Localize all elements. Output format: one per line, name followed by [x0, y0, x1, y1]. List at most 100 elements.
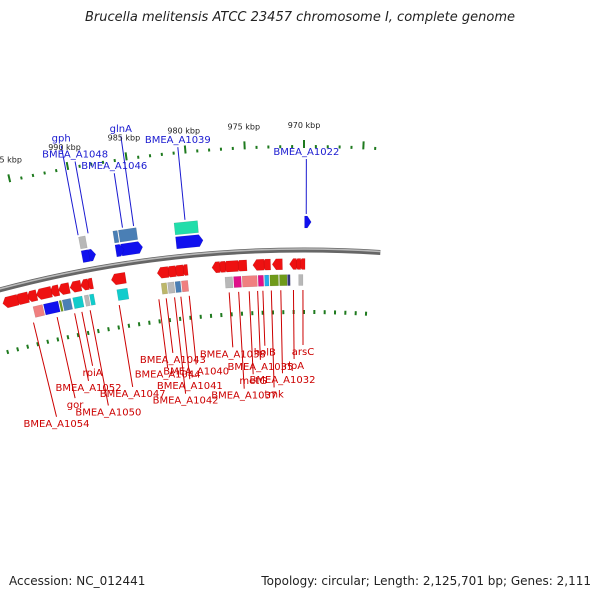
gene-label: BMEA_A1041: [157, 381, 223, 392]
kbp-tick: [20, 176, 23, 180]
gene-label: rlpA: [284, 361, 304, 372]
reverse-gene-block: [233, 275, 242, 288]
callout-line: [248, 291, 254, 375]
callout-line: [113, 173, 123, 228]
reverse-gene-block: [2, 294, 20, 309]
reverse-gene-block: [264, 274, 270, 287]
gene-label: BMEA_A1037: [211, 391, 277, 402]
inner-tick: [66, 335, 70, 340]
callout-line: [56, 316, 76, 399]
callout-line: [118, 304, 134, 388]
inner-tick: [107, 327, 110, 332]
gene-label: metG: [239, 376, 267, 387]
gene-label: BMEA_A1032: [250, 375, 316, 386]
kbp-label: 975 kbp: [227, 122, 260, 131]
inner-tick: [137, 322, 141, 327]
gene-label: BMEA_A1046: [81, 161, 147, 172]
forward-gene-block: [304, 215, 312, 229]
kbp-tick: [31, 173, 35, 178]
gene-label: BMEA_A1050: [75, 408, 141, 419]
callout-line: [270, 290, 275, 388]
gene-label: arsC: [292, 347, 314, 358]
gene-label: BMEA_A1022: [273, 147, 339, 158]
backbone-arc: [0, 247, 381, 293]
reverse-gene-block: [110, 271, 127, 286]
callout-line: [238, 291, 245, 389]
gene-label: BMEA_A1039: [145, 135, 211, 146]
gene-label: BMEA_A1052: [56, 383, 122, 394]
callout-line: [74, 313, 90, 382]
forward-gene-block: [112, 230, 120, 244]
forward-gene-block: [78, 235, 88, 250]
reverse-gene-block: [61, 298, 73, 312]
kbp-labels: 970 kbp 975 kbp 980 kbp 985 kbp 990 kbp 995 k…: [0, 121, 320, 165]
callout-line: [60, 145, 79, 236]
reverse-gene-block: [287, 274, 291, 286]
kbp-label: 980 kbp: [167, 127, 200, 136]
kbp-tick: [43, 171, 46, 175]
reverse-gene-block: [241, 275, 258, 288]
callout-line: [81, 311, 94, 366]
reverse-gene-block: [58, 300, 64, 312]
reverse-gene-block: [49, 284, 61, 297]
gene-label: rpiA: [83, 368, 103, 379]
reverse-gene-block: [72, 295, 85, 309]
callout-line: [158, 299, 169, 368]
callout-line: [74, 161, 89, 234]
forward-gene-block: [114, 244, 125, 258]
inner-tick: [158, 319, 161, 324]
inner-tick: [26, 344, 30, 349]
inner-tick: [36, 341, 40, 347]
inner-tick: [76, 332, 80, 338]
inner-tick: [127, 323, 131, 328]
reverse-gene-block: [83, 294, 91, 307]
kbp-label: 970 kbp: [288, 121, 321, 130]
reverse-gene-block: [279, 274, 288, 287]
gene-label: BMEA_A1038: [200, 349, 266, 360]
gene-label: BMEA_A1047: [100, 389, 166, 400]
inner-tick: [96, 328, 100, 334]
inner-tick: [117, 325, 121, 330]
forward-gene-block: [173, 220, 199, 236]
reverse-gene-block: [26, 289, 39, 303]
reverse-gene-block: [289, 258, 297, 270]
callout-line: [165, 298, 174, 354]
inner-tick: [16, 347, 20, 352]
gene-label: BMEA_A1040: [163, 366, 229, 377]
gene-label: BMEA_A1035: [227, 362, 293, 373]
accession-label: Accession: NC_012441: [9, 574, 146, 588]
reverse-gene-block: [58, 282, 71, 296]
callout-line: [228, 292, 234, 348]
kbp-tick-marks: [6, 140, 377, 355]
callout-line: [33, 322, 57, 417]
reverse-gene-block: [271, 258, 283, 271]
reverse-gene-block: [224, 276, 234, 289]
gene-label: gph: [52, 134, 71, 145]
reverse-gene-block: [211, 261, 221, 274]
kbp-tick: [54, 168, 58, 173]
reverse-gene-block: [89, 293, 96, 306]
gene-label: BMEA_A1048: [42, 149, 108, 160]
callout-line: [257, 290, 261, 360]
gene-label: holB: [254, 348, 276, 359]
reverse-gene-block: [257, 274, 265, 287]
reverse-gene-block: [116, 287, 130, 301]
kbp-label: 985 kbp: [108, 134, 141, 143]
kbp-tick: [7, 174, 12, 183]
callout-line: [174, 297, 187, 394]
inner-tick: [6, 349, 10, 355]
callout-line: [120, 135, 135, 227]
forward-gene-block: [120, 241, 143, 257]
reverse-gene-block: [181, 280, 190, 293]
callout-line: [188, 295, 197, 365]
callout-line: [292, 290, 295, 360]
kbp-tick: [65, 161, 70, 171]
backbone-highlight: [0, 248, 381, 290]
kbp-tick: [78, 164, 81, 168]
inner-tick: [46, 339, 50, 344]
reverse-gene-block: [69, 279, 83, 293]
gene-label: glnA: [110, 124, 132, 135]
reverse-gene-block: [43, 300, 61, 316]
inner-tick: [56, 337, 60, 342]
